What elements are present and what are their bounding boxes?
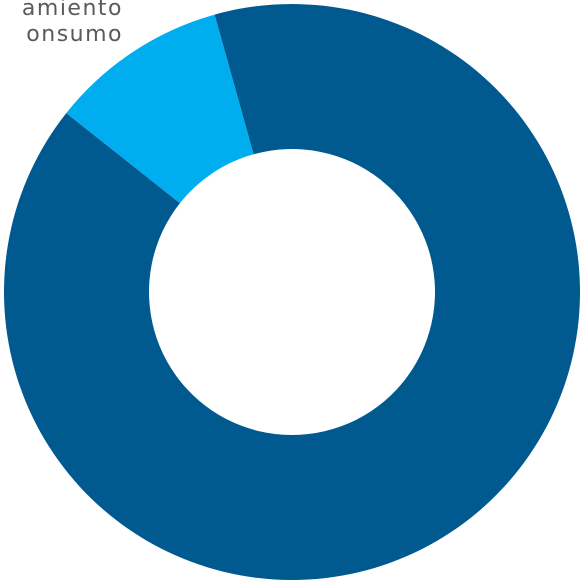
segment-label: amiento [22, 0, 123, 21]
segment-label: onsumo [26, 22, 123, 47]
donut-segment [4, 4, 580, 580]
donut-segment [66, 14, 254, 204]
